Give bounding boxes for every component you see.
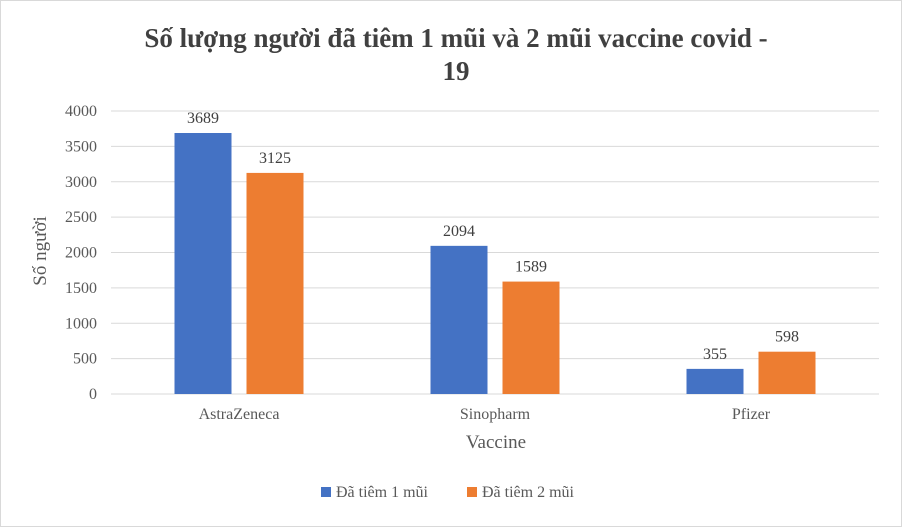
- x-axis-categories: AstraZeneca Sinopharm Pfizer: [199, 406, 771, 423]
- y-axis-ticks: 0 500 1000 1500 2000 2500 3000 3500 4000: [65, 103, 97, 403]
- legend-label: Đã tiêm 2 mũi: [482, 484, 575, 501]
- y-tick-label: 1000: [65, 315, 97, 332]
- x-category-label: Sinopharm: [460, 406, 531, 423]
- y-tick-label: 2500: [65, 209, 97, 226]
- x-category-label: Pfizer: [732, 406, 771, 423]
- y-tick-label: 1500: [65, 280, 97, 297]
- bars: [174, 133, 816, 395]
- x-axis-title: Vaccine: [466, 432, 526, 453]
- y-tick-label: 4000: [65, 103, 97, 120]
- data-label: 2094: [443, 223, 475, 240]
- y-tick-label: 0: [89, 386, 97, 403]
- data-label: 3125: [259, 150, 291, 167]
- data-labels: 3689 3125 2094 1589 355 598: [187, 110, 799, 363]
- data-label: 355: [703, 346, 727, 363]
- legend: Đã tiêm 1 mũi Đã tiêm 2 mũi: [321, 484, 575, 501]
- legend-swatch: [321, 487, 331, 497]
- legend-swatch: [467, 487, 477, 497]
- gridlines: [111, 110, 879, 395]
- chart-title-line-1: Số lượng người đã tiêm 1 mũi và 2 mũi va…: [144, 23, 767, 53]
- y-tick-label: 3000: [65, 174, 97, 191]
- bar: [502, 281, 560, 394]
- y-axis-title: Số người: [30, 216, 51, 285]
- bar: [686, 368, 744, 394]
- x-category-label: AstraZeneca: [199, 406, 280, 423]
- bar: [430, 245, 488, 394]
- bar: [758, 351, 816, 394]
- bar: [246, 172, 304, 394]
- y-tick-label: 3500: [65, 138, 97, 155]
- bar: [174, 133, 232, 395]
- data-label: 1589: [515, 259, 547, 276]
- y-tick-label: 2000: [65, 245, 97, 262]
- data-label: 598: [775, 329, 799, 346]
- data-label: 3689: [187, 110, 219, 127]
- legend-label: Đã tiêm 1 mũi: [336, 484, 429, 501]
- y-tick-label: 500: [73, 351, 97, 368]
- chart-title-line-2: 19: [443, 56, 470, 86]
